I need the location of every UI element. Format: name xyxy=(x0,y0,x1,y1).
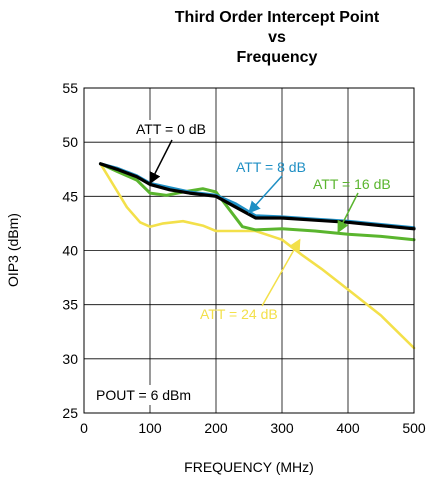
att-0-label-bg xyxy=(128,120,210,138)
y-tick-label-30: 30 xyxy=(62,351,78,367)
plot-frame xyxy=(83,87,415,414)
x-tick-label-0: 0 xyxy=(80,420,88,436)
y-axis-label: OIP3 (dBm) xyxy=(5,213,21,287)
x-tick-label-200: 200 xyxy=(204,420,228,436)
x-axis-label: FREQUENCY (MHz) xyxy=(184,459,314,475)
x-tick-label-100: 100 xyxy=(138,420,162,436)
y-tick-label-35: 35 xyxy=(62,297,78,313)
x-tick-label-400: 400 xyxy=(336,420,360,436)
arrow-att-0 xyxy=(149,139,173,185)
y-tick-label-25: 25 xyxy=(62,405,78,421)
arrow-att-24 xyxy=(261,238,301,307)
annotation-att-8: ATT = 8 dB xyxy=(236,159,306,175)
annotation-att-0: ATT = 0 dB xyxy=(136,121,206,137)
y-tick-label-45: 45 xyxy=(62,188,78,204)
arrow-att-16 xyxy=(337,192,359,234)
grid xyxy=(84,88,414,413)
tick-labels: 0 100 200 300 400 500 25 30 35 40 45 50 55 xyxy=(62,80,425,436)
x-tick-label-300: 300 xyxy=(270,420,294,436)
annotations: ATT = 0 dB ATT = 8 dB ATT = 16 dB ATT = … xyxy=(90,120,391,405)
y-tick-label-40: 40 xyxy=(62,243,78,259)
series-line-att-24-db xyxy=(99,162,416,350)
annotation-att-24: ATT = 24 dB xyxy=(200,306,278,322)
annotation-att-16: ATT = 16 dB xyxy=(313,176,391,192)
y-tick-label-50: 50 xyxy=(62,134,78,150)
annotation-pout: POUT = 6 dBm xyxy=(96,387,191,403)
chart-title-line-2: vs xyxy=(268,29,286,46)
arrow-att-8 xyxy=(248,175,283,214)
pout-label-bg xyxy=(90,385,202,405)
chart-title-line-3: Frequency xyxy=(237,49,318,66)
x-tick-label-500: 500 xyxy=(402,420,426,436)
y-tick-label-55: 55 xyxy=(62,80,78,96)
chart-title-line-1: Third Order Intercept Point xyxy=(175,9,380,26)
